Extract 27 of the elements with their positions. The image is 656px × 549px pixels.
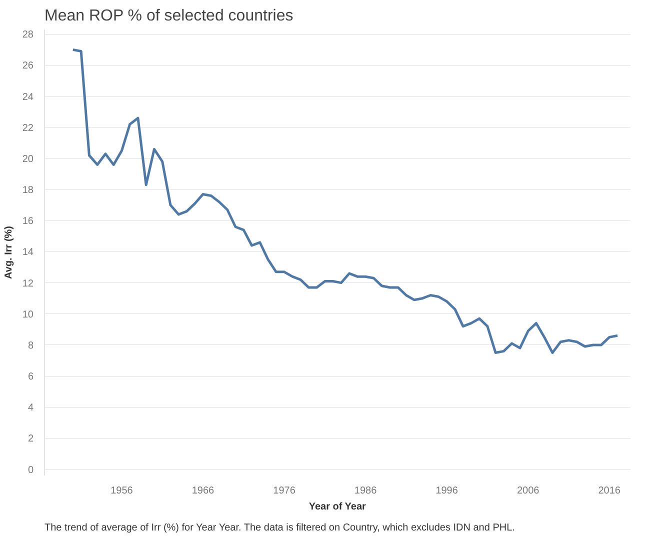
y-tick-label: 14 (22, 247, 34, 258)
chart-title: Mean ROP % of selected countries (44, 8, 294, 24)
y-tick-label: 8 (28, 340, 34, 352)
x-tick-label: 2006 (516, 486, 540, 496)
y-tick-label: 28 (22, 30, 34, 41)
y-tick-label: 2 (28, 434, 34, 445)
y-axis-title: Avg. Irr (%) (3, 226, 14, 279)
y-tick-label: 4 (28, 402, 34, 414)
y-tick-label: 6 (28, 372, 34, 383)
x-tick-label: 1956 (110, 486, 134, 496)
y-tick-label: 12 (22, 278, 34, 290)
y-tick-label: 26 (22, 60, 34, 72)
x-tick-label: 1996 (436, 486, 458, 496)
line-series (72, 48, 619, 354)
x-tick-label: 1986 (354, 486, 378, 496)
y-tick-label: 0 (28, 464, 34, 476)
x-tick-label: 1966 (192, 486, 215, 496)
text: The trend of average of Irr (%) for Year Year. The data is filtered on Country, which excludes IDN and PHL. (44, 522, 515, 534)
y-tick-label: 20 (22, 154, 34, 165)
y-tick-label: 16 (22, 216, 34, 228)
x-axis-title: Year of Year (308, 502, 366, 512)
x-tick-label: 1976 (273, 486, 296, 496)
y-tick-label: 24 (22, 92, 34, 103)
y-tick-label: 18 (22, 185, 34, 196)
y-tick-label: 22 (22, 122, 34, 134)
y-tick-label: 10 (22, 309, 34, 320)
x-tick-label: 2016 (598, 486, 621, 496)
